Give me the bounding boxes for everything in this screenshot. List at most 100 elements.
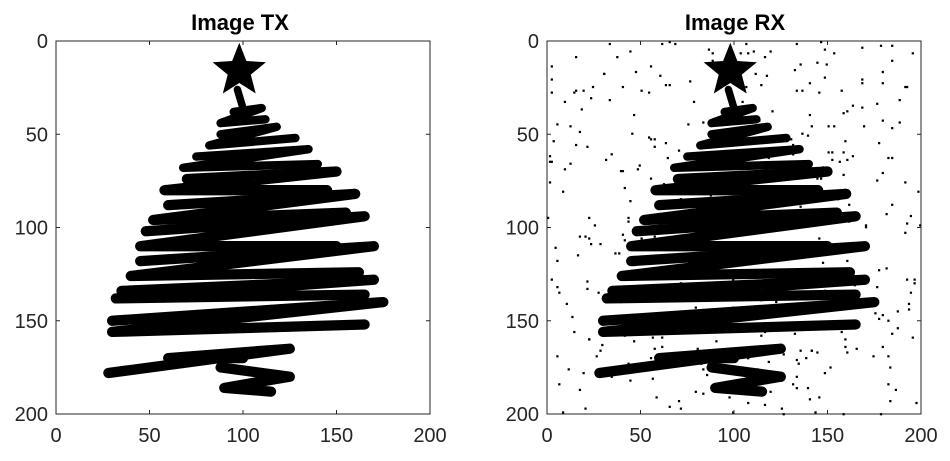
noise-pixel	[808, 398, 812, 401]
noise-pixel	[797, 362, 800, 365]
noise-pixel	[550, 160, 553, 163]
noise-pixel	[907, 308, 911, 311]
noise-pixel	[706, 373, 709, 377]
noise-pixel	[805, 188, 808, 191]
noise-pixel	[818, 237, 821, 240]
noise-pixel	[687, 123, 690, 126]
noise-pixel	[842, 112, 845, 115]
noise-pixel	[878, 269, 881, 272]
x-tick-label: 150	[811, 425, 844, 447]
noise-pixel	[661, 362, 664, 365]
noise-pixel	[734, 295, 737, 298]
noise-pixel	[844, 140, 847, 143]
noise-pixel	[649, 138, 653, 141]
noise-pixel	[747, 401, 750, 405]
noise-pixel	[548, 160, 552, 163]
noise-pixel	[775, 300, 778, 304]
noise-pixel	[846, 218, 849, 221]
tree-branch-stroke	[106, 296, 389, 338]
noise-pixel	[878, 142, 881, 145]
noise-pixel	[911, 336, 914, 339]
noise-pixel	[605, 158, 608, 162]
noise-pixel	[861, 106, 864, 109]
noise-pixel	[891, 127, 894, 130]
noise-pixel	[767, 360, 770, 364]
noise-pixel	[567, 368, 570, 371]
noise-pixel	[668, 41, 671, 44]
noise-pixel	[861, 78, 864, 81]
noise-pixel	[728, 396, 731, 399]
tree-branch-stroke	[639, 188, 852, 226]
noise-pixel	[715, 340, 718, 343]
noise-pixel	[846, 158, 849, 162]
noise-pixel	[887, 156, 890, 160]
noise-pixel	[709, 175, 712, 178]
image-canvas	[103, 42, 389, 397]
tree-star	[212, 42, 266, 94]
noise-pixel	[889, 400, 892, 403]
noise-pixel	[898, 99, 901, 102]
noise-pixel	[707, 48, 711, 51]
noise-pixel	[679, 166, 683, 169]
noise-pixel	[741, 100, 744, 104]
tree-branch-stroke	[706, 362, 786, 397]
noise-pixel	[782, 224, 785, 227]
noise-pixel	[692, 100, 696, 104]
noise-pixel	[722, 282, 726, 285]
noise-pixel	[588, 338, 591, 341]
noise-pixel	[885, 267, 888, 270]
noise-pixel	[711, 59, 714, 62]
noise-pixel	[590, 97, 593, 100]
noise-pixel	[805, 357, 808, 360]
noise-pixel	[909, 214, 913, 218]
noise-pixel	[765, 246, 769, 249]
noise-pixel	[821, 166, 825, 169]
noise-pixel	[575, 143, 578, 147]
noise-pixel	[749, 329, 752, 332]
noise-pixel	[881, 314, 884, 317]
noise-pixel	[640, 314, 643, 317]
noise-pixel	[806, 134, 810, 137]
noise-pixel	[780, 379, 784, 382]
noise-pixel	[879, 413, 883, 416]
noise-pixel	[562, 411, 565, 414]
noise-pixel	[739, 52, 742, 55]
noise-pixel	[588, 216, 591, 220]
noise-pixel	[691, 201, 694, 205]
noise-pixel	[818, 396, 821, 399]
noise-pixel	[773, 186, 776, 190]
noise-pixel	[816, 177, 819, 180]
x-tick-label: 50	[629, 425, 651, 447]
noise-pixel	[696, 347, 699, 350]
y-tick-label: 200	[15, 404, 48, 426]
noise-pixel	[851, 104, 855, 107]
noise-pixel	[702, 392, 705, 395]
noise-pixel	[814, 411, 817, 414]
noise-pixel	[879, 44, 883, 47]
noise-pixel	[621, 85, 625, 89]
noise-pixel	[627, 216, 630, 220]
noise-pixel	[563, 168, 567, 171]
noise-pixel	[848, 220, 851, 223]
noise-pixel	[782, 413, 785, 416]
noise-pixel	[580, 108, 583, 111]
noise-pixel	[679, 407, 683, 410]
noise-pixel	[659, 74, 662, 77]
noise-pixel	[887, 383, 890, 386]
noise-pixel	[576, 254, 580, 257]
noise-pixel	[833, 125, 836, 128]
noise-pixel	[666, 360, 669, 364]
tree-branch-stroke	[669, 144, 814, 173]
noise-pixel	[621, 170, 625, 173]
noise-pixel	[633, 340, 636, 343]
y-tick-label: 100	[15, 218, 48, 240]
noise-pixel	[591, 85, 595, 89]
noise-pixel	[666, 156, 669, 160]
chart-title: Image TX	[191, 10, 289, 35]
noise-pixel	[769, 274, 772, 278]
y-tick-label: 100	[506, 218, 539, 240]
noise-pixel	[906, 85, 909, 89]
noise-pixel	[649, 65, 653, 68]
noise-pixel	[821, 261, 825, 264]
noise-pixel	[681, 218, 684, 221]
